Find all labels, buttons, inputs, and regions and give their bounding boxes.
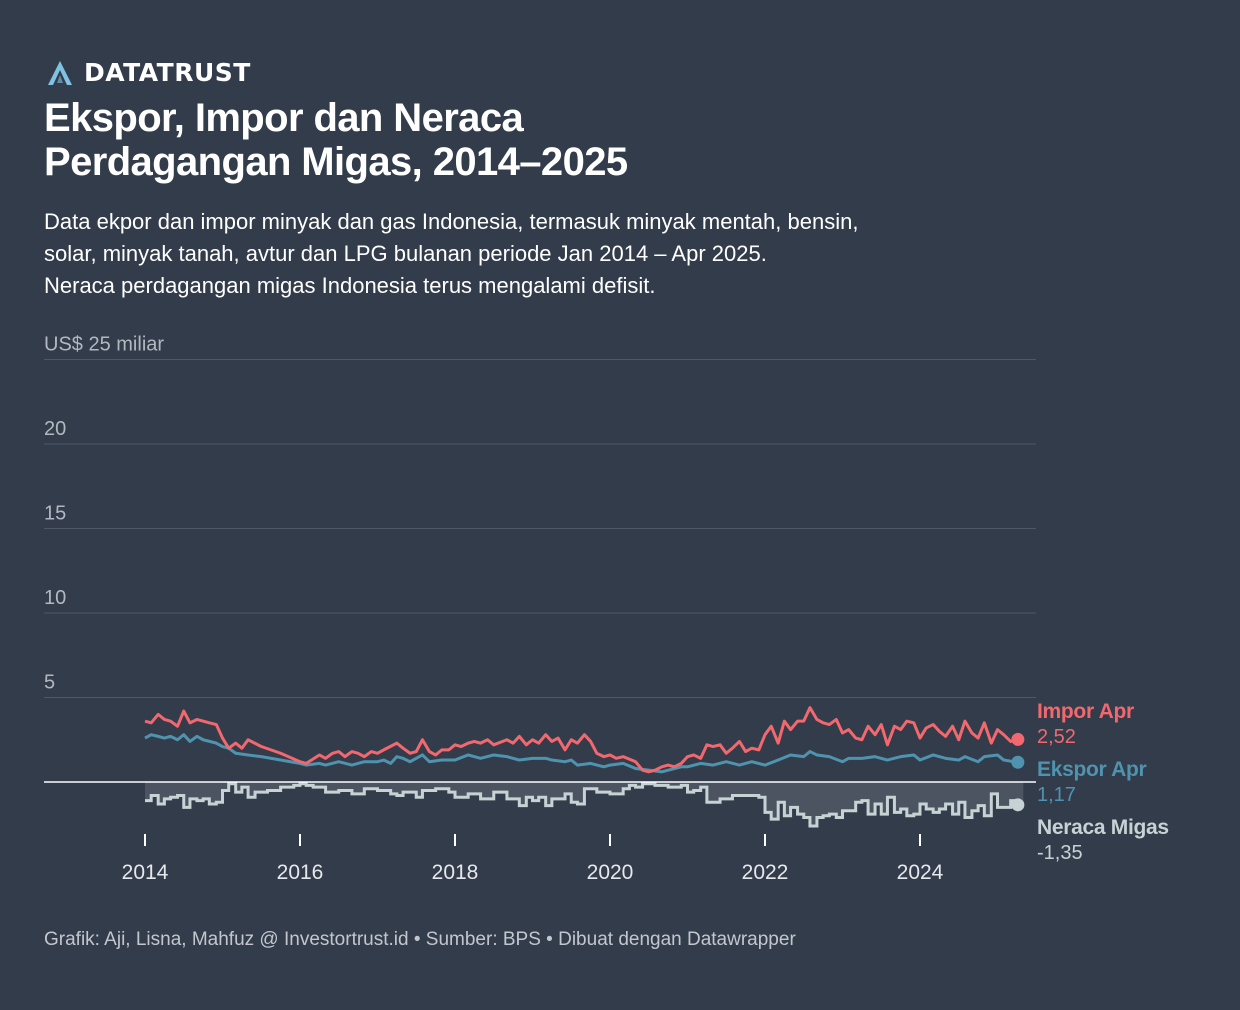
- x-tick-label: 2022: [742, 861, 789, 884]
- y-tick-label: 10: [44, 587, 66, 609]
- ekspor-series-label: Ekspor Apr: [1037, 758, 1147, 781]
- x-tick-label: 2020: [587, 861, 634, 884]
- y-tick-label: 15: [44, 503, 66, 525]
- impor-value-label: 2,52: [1037, 726, 1076, 748]
- chart-title: Ekspor, Impor dan Neraca Perdagangan Mig…: [44, 96, 944, 184]
- ekspor-end-dot: [1011, 755, 1025, 769]
- x-tick-label: 2018: [432, 861, 479, 884]
- ekspor-value-label: 1,17: [1037, 784, 1076, 806]
- impor-series-label: Impor Apr: [1037, 700, 1134, 723]
- y-tick-label: 20: [44, 418, 66, 440]
- x-tick-label: 2024: [897, 861, 944, 884]
- y-tick-label: 5: [44, 672, 55, 694]
- chart-subtitle: Data ekpor dan impor minyak dan gas Indo…: [44, 206, 1144, 302]
- chart-title-line: Perdagangan Migas, 2014–2025: [44, 140, 628, 184]
- subtitle-line: Neraca perdagangan migas Indonesia terus…: [44, 273, 656, 298]
- x-tick-label: 2014: [122, 861, 169, 884]
- impor-end-dot: [1011, 732, 1025, 746]
- brand-logo: DATATRUST: [46, 58, 251, 87]
- datatrust-logo-icon: [48, 60, 72, 85]
- neraca-series-line: [145, 782, 1024, 828]
- chart-title-line: Ekspor, Impor dan Neraca: [44, 96, 524, 140]
- brand-name: DATATRUST: [84, 58, 251, 87]
- ekspor-series-line: [144, 733, 1018, 774]
- y-tick-label: US$ 25 miliar: [44, 334, 164, 356]
- neraca-end-dot: [1011, 798, 1025, 812]
- x-tick-label: 2016: [277, 861, 324, 884]
- neraca-value-label: -1,35: [1037, 842, 1083, 864]
- subtitle-line: Data ekpor dan impor minyak dan gas Indo…: [44, 209, 859, 234]
- subtitle-line: solar, minyak tanah, avtur dan LPG bulan…: [44, 241, 767, 266]
- footer-credit: Grafik: Aji, Lisna, Mahfuz @ Investortru…: [44, 929, 796, 950]
- impor-series-line: [144, 706, 1018, 774]
- neraca-series-label: Neraca Migas: [1037, 816, 1169, 839]
